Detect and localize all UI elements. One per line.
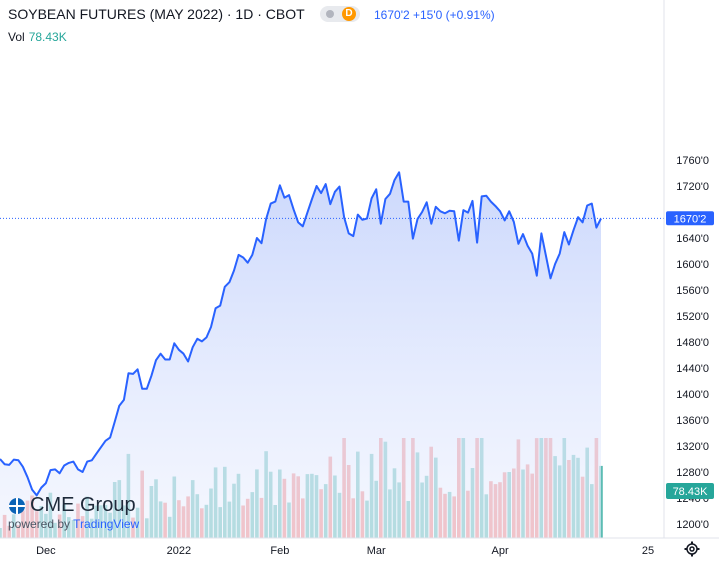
price-line — [0, 171, 602, 497]
last-volume-label: 78.43K — [673, 486, 709, 498]
volume-label: Vol — [8, 30, 25, 44]
y-tick-label: 1600'0 — [676, 259, 709, 271]
y-tick-label: 1360'0 — [676, 415, 709, 427]
y-tick-label: 1760'0 — [676, 155, 709, 167]
price-area-fill — [0, 172, 601, 539]
x-tick-label: Apr — [492, 545, 509, 557]
x-tick-label: 25 — [642, 545, 654, 557]
last-volume-tag: 78.43K — [666, 483, 714, 499]
powered-by: powered by TradingView — [8, 517, 139, 531]
cme-globe-icon — [9, 498, 25, 514]
logo-text: CME Group — [30, 494, 136, 516]
gear-icon[interactable] — [684, 541, 700, 557]
y-tick-label: 1320'0 — [676, 441, 709, 453]
circle-icon — [326, 10, 334, 18]
y-tick-label: 1560'0 — [676, 285, 709, 297]
cme-logo[interactable]: CME Group powered by TradingView — [8, 494, 139, 531]
x-tick-label: Dec — [36, 545, 56, 557]
x-tick-label: Feb — [270, 545, 289, 557]
y-tick-label: 1280'0 — [676, 467, 709, 479]
last-price-label: 1670'2 — [674, 213, 707, 225]
y-tick-label: 1720'0 — [676, 181, 709, 193]
y-tick-label: 1520'0 — [676, 311, 709, 323]
volume-value: 78.43K — [28, 30, 67, 44]
price-quote: 1670'2 +15'0 (+0.91%) — [374, 8, 495, 22]
x-axis: Dec 2022 Feb Mar Apr 25 — [36, 545, 654, 557]
volume-legend: Vol 78.43K — [8, 30, 67, 44]
delayed-badge: D — [342, 7, 356, 21]
y-tick-label: 1440'0 — [676, 363, 709, 375]
y-tick-label: 1200'0 — [676, 519, 709, 531]
x-tick-label: Mar — [367, 545, 386, 557]
y-tick-label: 1640'0 — [676, 233, 709, 245]
powered-by-label: powered by — [8, 517, 71, 531]
y-tick-label: 1480'0 — [676, 337, 709, 349]
x-tick-label: 2022 — [167, 545, 191, 557]
symbol-title[interactable]: SOYBEAN FUTURES (MAY 2022) · 1D · CBOT — [8, 6, 305, 22]
last-price-tag: 1670'2 — [666, 211, 714, 226]
y-tick-label: 1400'0 — [676, 389, 709, 401]
market-status-badge[interactable]: D — [320, 6, 360, 22]
tradingview-link[interactable]: TradingView — [73, 517, 140, 531]
